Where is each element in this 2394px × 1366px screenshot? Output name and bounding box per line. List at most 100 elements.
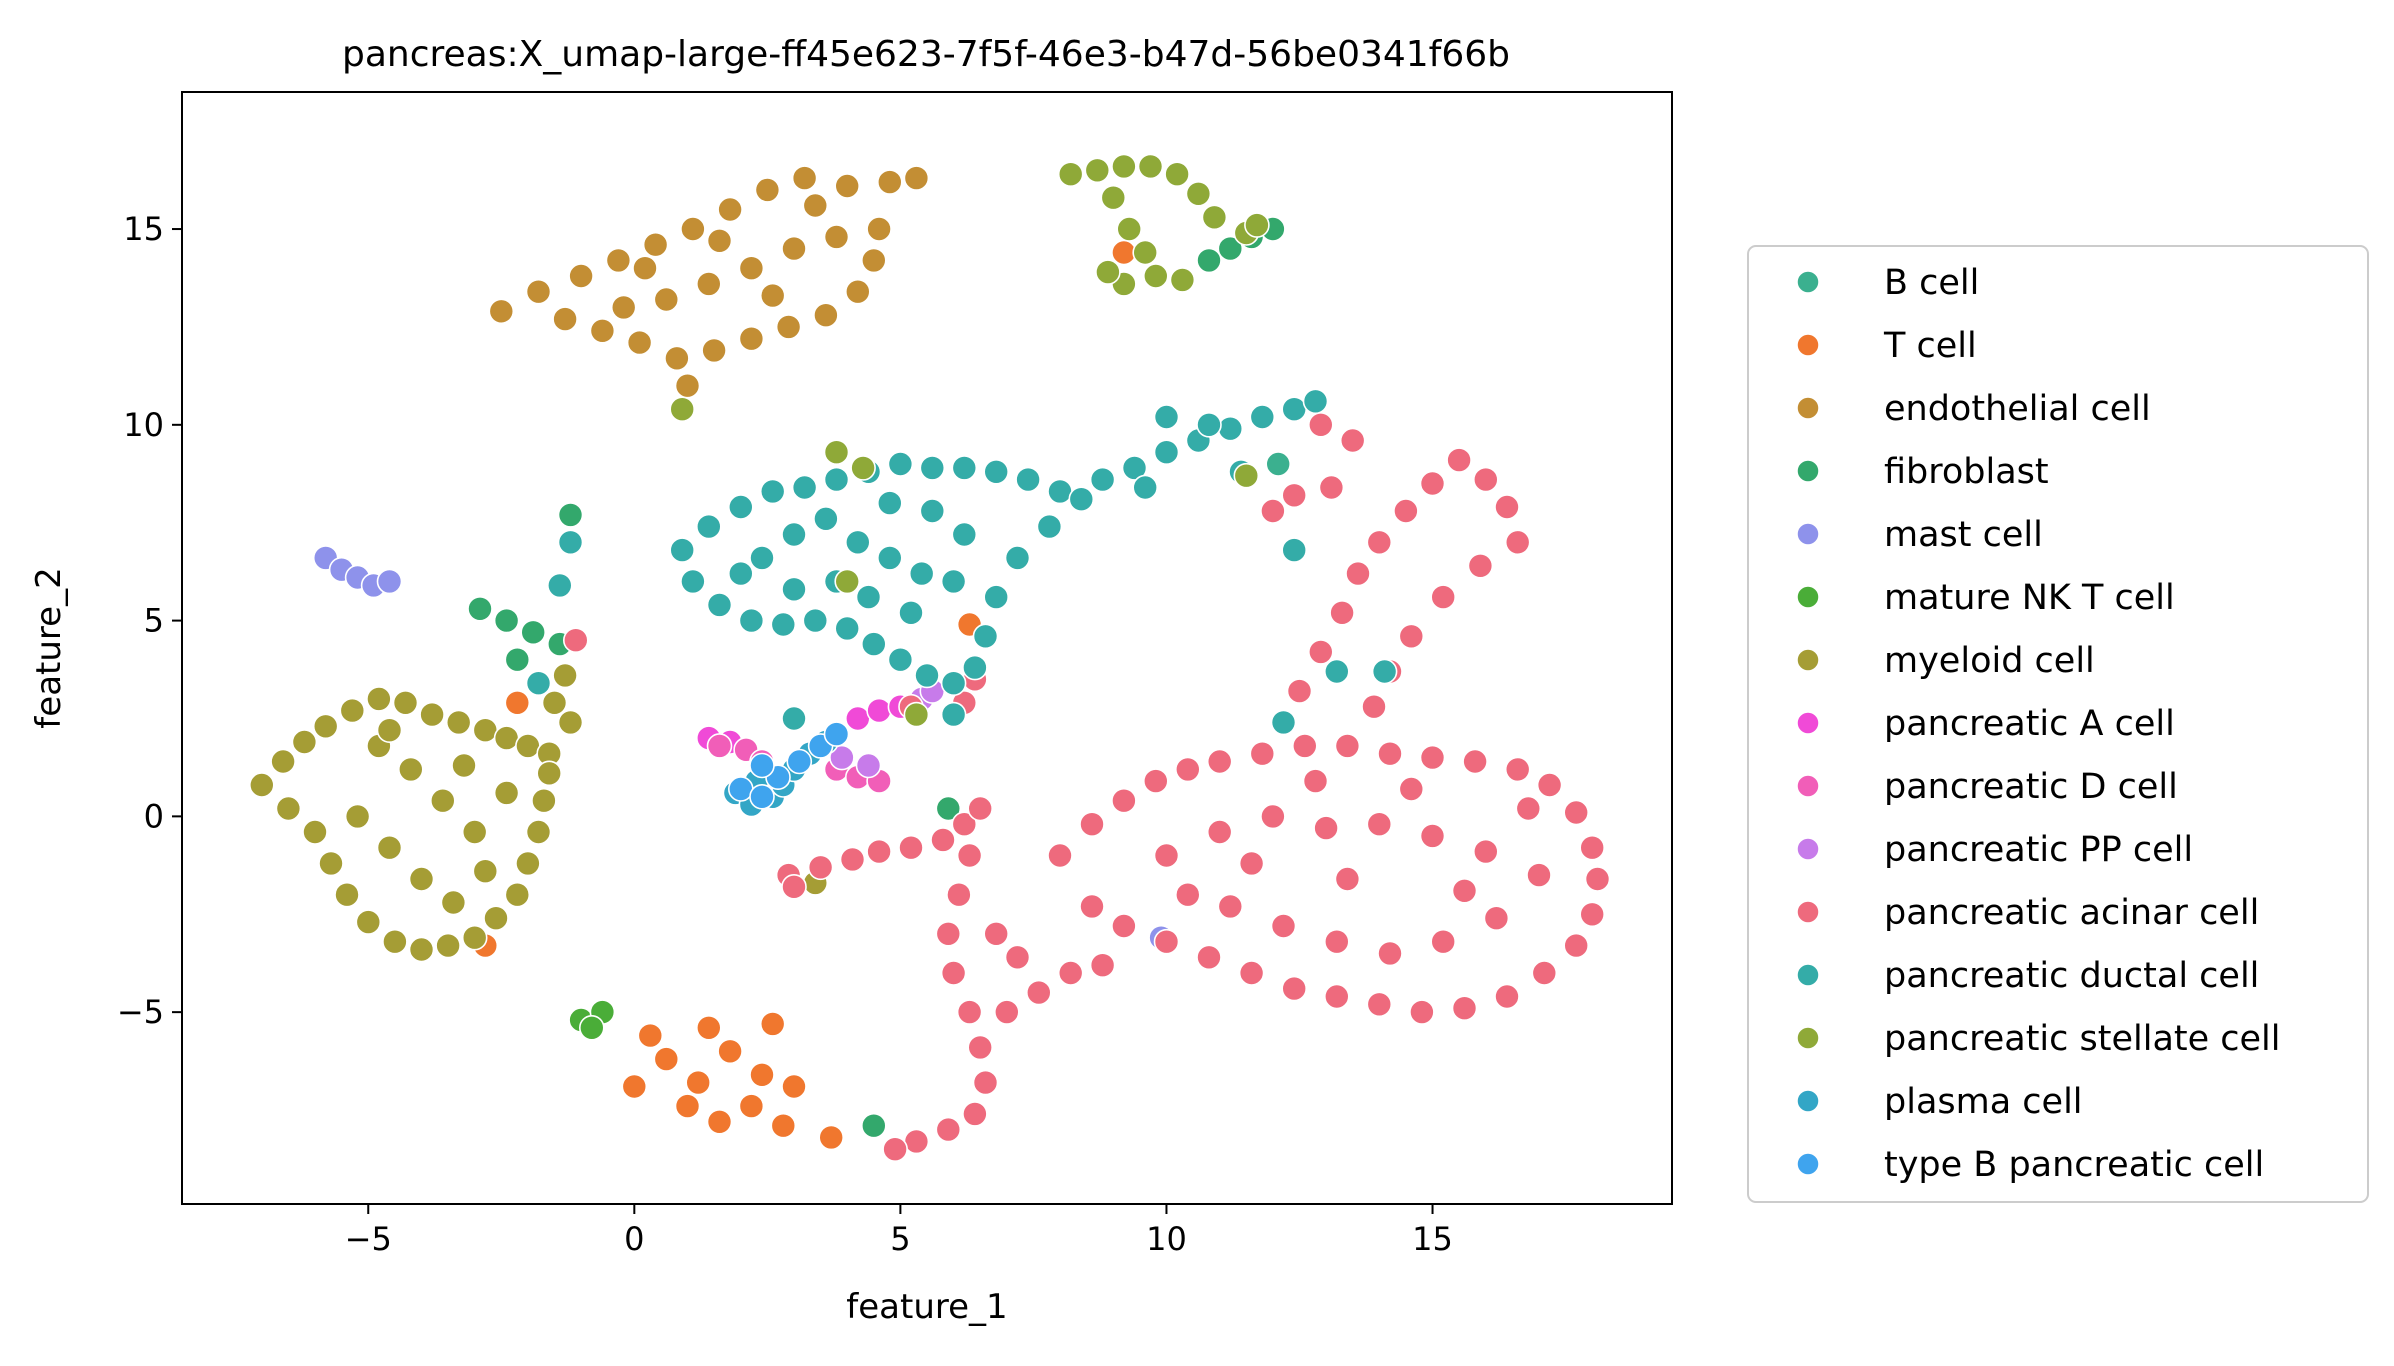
point-myeloid-cell	[355, 909, 382, 935]
point-pancreatic-ductal-cell	[876, 545, 903, 571]
point-pancreatic-acinar-cell	[1430, 928, 1456, 955]
point-pancreatic-acinar-cell	[1366, 991, 1393, 1018]
point-pancreatic-acinar-cell	[1467, 552, 1494, 579]
point-pancreatic-acinar-cell	[946, 881, 972, 908]
legend-marker-pancreatic-d-cell	[1796, 774, 1820, 798]
point-pancreatic-ductal-cell	[695, 513, 722, 540]
point-pancreatic-ductal-cell	[876, 490, 903, 516]
point-myeloid-cell	[483, 905, 509, 932]
point-pancreatic-acinar-cell	[1462, 748, 1488, 775]
legend-marker-mature-nk-t-cell	[1796, 585, 1820, 609]
point-myeloid-cell	[557, 709, 584, 736]
point-myeloid-cell	[472, 717, 499, 744]
point-endothelial-cell	[525, 278, 552, 305]
point-pancreatic-ductal-cell	[749, 545, 775, 571]
point-pancreatic-acinar-cell	[1366, 811, 1393, 838]
point-pancreatic-ductal-cell	[940, 670, 967, 697]
point-type-b-pancreatic-cell	[749, 783, 775, 810]
legend: B cell T cell endothelial cell fibroblast ma…	[1747, 245, 2369, 1203]
point-myeloid-cell	[334, 881, 360, 908]
point-endothelial-cell	[664, 345, 690, 372]
point-endothelial-cell	[876, 169, 903, 195]
legend-label-endothelial-cell: endothelial cell	[1884, 389, 2151, 429]
point-pancreatic-ductal-cell	[962, 654, 988, 681]
point-pancreatic-acinar-cell	[956, 842, 983, 869]
point-pancreatic-ductal-cell	[951, 521, 978, 548]
point-pancreatic-ductal-cell	[844, 529, 871, 556]
point-pancreatic-stellate-cell	[850, 455, 876, 481]
point-myeloid-cell	[525, 819, 552, 845]
point-pancreatic-acinar-cell	[1398, 623, 1425, 650]
point-fibroblast	[860, 1112, 887, 1139]
point-mature-nk-t-cell	[578, 1015, 605, 1041]
point-pancreatic-acinar-cell	[1217, 893, 1244, 920]
point-endothelial-cell	[653, 286, 680, 313]
legend-marker-pancreatic-a-cell	[1796, 711, 1820, 735]
point-pancreatic-acinar-cell	[1260, 498, 1286, 524]
point-myeloid-cell	[435, 932, 461, 959]
point-pancreatic-stellate-cell	[1111, 153, 1137, 180]
point-pancreatic-stellate-cell	[1100, 184, 1127, 211]
point-pancreatic-acinar-cell	[1419, 744, 1446, 771]
point-pancreatic-acinar-cell	[1111, 913, 1137, 939]
point-pancreatic-ductal-cell	[972, 623, 999, 650]
point-endothelial-cell	[903, 165, 930, 191]
point-pancreatic-acinar-cell	[1563, 932, 1589, 959]
legend-label-pancreatic-stellate-cell: pancreatic stellate cell	[1884, 1019, 2281, 1059]
point-type-b-pancreatic-cell	[786, 748, 813, 775]
point-pancreatic-ductal-cell	[1036, 513, 1063, 540]
legend-marker-pancreatic-stellate-cell	[1796, 1026, 1820, 1050]
point-pancreatic-stellate-cell	[1057, 161, 1084, 187]
point-myeloid-cell	[248, 772, 275, 798]
point-pancreatic-ductal-cell	[940, 701, 967, 728]
point-pancreatic-acinar-cell	[1292, 733, 1318, 759]
point-pancreatic-ductal-cell	[791, 474, 818, 501]
point-pancreatic-ductal-cell	[1015, 466, 1041, 493]
point-t-cell	[738, 1093, 765, 1119]
point-pancreatic-acinar-cell	[1238, 850, 1265, 877]
point-pancreatic-ductal-cell	[914, 662, 940, 689]
legend-label-t-cell: T cell	[1883, 326, 1977, 366]
point-pancreatic-acinar-cell	[1584, 866, 1611, 892]
point-pancreatic-ductal-cell	[860, 631, 887, 657]
point-myeloid-cell	[419, 701, 445, 728]
point-pancreatic-ductal-cell	[919, 455, 946, 481]
point-pancreatic-acinar-cell	[1451, 995, 1478, 1022]
point-pancreatic-acinar-cell	[1419, 470, 1446, 497]
point-pancreatic-stellate-cell	[1233, 462, 1260, 489]
point-t-cell	[653, 1046, 680, 1072]
point-pancreatic-ductal-cell	[759, 478, 786, 505]
point-endothelial-cell	[695, 271, 722, 297]
point-endothelial-cell	[738, 325, 765, 352]
point-t-cell	[621, 1073, 648, 1100]
point-pancreatic-acinar-cell	[1249, 740, 1276, 767]
point-pancreatic-ductal-cell	[951, 455, 978, 481]
point-pancreatic-acinar-cell	[1153, 928, 1180, 955]
point-pancreatic-ductal-cell	[887, 451, 914, 477]
point-endothelial-cell	[759, 282, 786, 309]
point-t-cell	[706, 1109, 733, 1135]
point-pancreatic-ductal-cell	[1249, 404, 1276, 430]
point-pancreatic-acinar-cell	[1175, 881, 1201, 908]
point-pancreatic-a-cell	[866, 697, 892, 724]
legend-label-b-cell: B cell	[1884, 263, 1979, 303]
point-pancreatic-ductal-cell	[1324, 658, 1350, 685]
point-pancreatic-stellate-cell	[1244, 212, 1270, 238]
point-pancreatic-acinar-cell	[1334, 733, 1361, 759]
legend-marker-pancreatic-acinar-cell	[1796, 900, 1820, 924]
point-endothelial-cell	[680, 216, 706, 242]
x-tick-label: 0	[624, 1220, 644, 1258]
point-myeloid-cell	[541, 689, 568, 716]
point-endothelial-cell	[813, 302, 839, 329]
point-pancreatic-acinar-cell	[956, 999, 983, 1025]
legend-label-pancreatic-a-cell: pancreatic A cell	[1884, 704, 2175, 744]
point-pancreatic-ductal-cell	[669, 537, 696, 563]
point-pancreatic-ductal-cell	[823, 466, 850, 493]
point-pancreatic-ductal-cell	[1004, 545, 1031, 571]
point-myeloid-cell	[536, 760, 563, 787]
point-pancreatic-acinar-cell	[1579, 834, 1605, 861]
point-endothelial-cell	[632, 255, 658, 282]
point-type-b-pancreatic-cell	[823, 721, 850, 747]
point-pancreatic-ductal-cell	[546, 572, 573, 599]
legend-label-pancreatic-acinar-cell: pancreatic acinar cell	[1884, 893, 2259, 933]
